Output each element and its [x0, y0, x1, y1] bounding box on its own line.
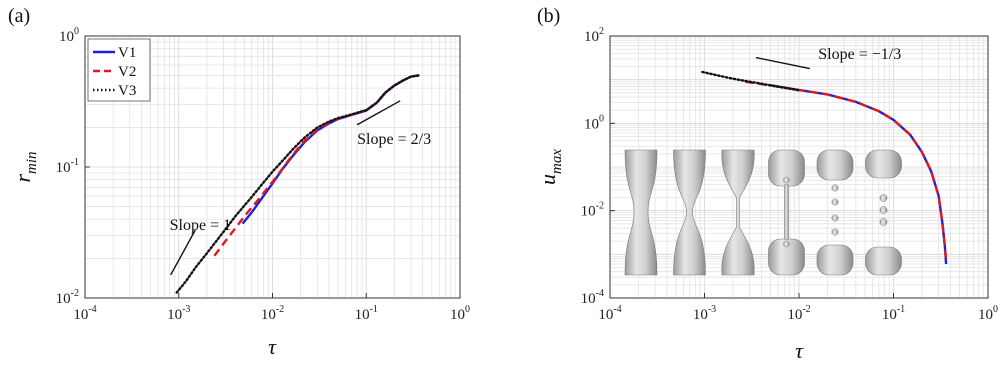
chart-a-ytick-label: 100	[59, 26, 79, 45]
chart-b-annotations: Slope = −1/3	[755, 46, 901, 70]
chart-b-ylabel-sub: max	[549, 149, 565, 174]
chart-a-xtick-label: 10-4	[73, 304, 96, 323]
chart-a-xlabel: τ	[268, 334, 277, 359]
chart-a-ticks: 10-4 10-3 10-2 10-1 100 10-2 10-1 100	[56, 26, 470, 323]
chart-a-annotations: Slope = 1 Slope = 2/3	[170, 100, 431, 276]
chart-b-xtick-label: 10-1	[882, 304, 905, 323]
inset-frame-4	[768, 149, 805, 276]
chart-a-annotation: Slope = 1	[170, 217, 231, 234]
legend-label-v1: V1	[118, 45, 136, 61]
chart-a-slope-line	[356, 100, 401, 126]
chart-a-annotation: Slope = 2/3	[357, 131, 431, 148]
chart-b-ytick-label: 10-4	[581, 288, 604, 307]
legend-label-v2: V2	[118, 64, 136, 80]
chart-b-ytick-label: 100	[584, 113, 604, 132]
chart-b-ytick-label: 10-2	[581, 201, 604, 220]
inset-frame-6	[865, 149, 902, 276]
panel-label-a: (a)	[8, 5, 30, 27]
chart-a-ylabel-main: r	[10, 174, 35, 183]
chart-b-ytick-label: 102	[584, 26, 604, 45]
chart-a-xtick-label: 100	[450, 304, 470, 323]
chart-a-ytick-label: 10-1	[56, 157, 79, 176]
inset-frame-3	[721, 149, 755, 276]
inset-frame-1	[624, 149, 658, 276]
chart-b-xtick-label: 10-2	[787, 304, 810, 323]
chart-b-ylabel-main: u	[535, 174, 560, 185]
chart-b-inset	[624, 149, 902, 276]
chart-a-legend: V1 V2 V3	[87, 38, 151, 102]
chart-a-grid	[85, 36, 460, 298]
chart-a-ytick-label: 10-2	[56, 288, 79, 307]
chart-a-series-v3	[175, 74, 420, 294]
chart-b-xlabel: τ	[795, 338, 804, 363]
chart-a-xtick-label: 10-1	[355, 304, 378, 323]
chart-a-ylabel: rmin	[10, 151, 40, 182]
chart-a-ylabel-sub: min	[24, 151, 40, 174]
chart-b-ylabel: umax	[535, 149, 565, 185]
legend-label-v3: V3	[118, 83, 136, 99]
chart-a-series-v1	[241, 74, 419, 225]
chart-a: (a) 10-4 10-3 10-2 10-1 100 10-2 10-1 100 Slope…	[8, 5, 470, 359]
inset-frame-2	[673, 149, 706, 276]
chart-b-xtick-label: 10-3	[693, 304, 716, 323]
chart-a-series	[175, 74, 420, 294]
chart-a-slope-line	[170, 229, 196, 276]
panel-label-b: (b)	[537, 5, 560, 27]
chart-b-xtick-label: 100	[978, 304, 998, 323]
chart-b-series-v3	[701, 70, 801, 92]
chart-b-annotation: Slope = −1/3	[818, 46, 901, 63]
inset-frame-5	[816, 149, 854, 276]
chart-a-xtick-label: 10-3	[167, 304, 190, 323]
chart-b-xtick-label: 10-4	[598, 304, 621, 323]
chart-b: (b) 10-4 10-3 10-2 10-1 100 10-4 10-2 100 102 Sl…	[535, 5, 998, 363]
chart-a-xtick-label: 10-2	[261, 304, 284, 323]
chart-b-slope-line	[755, 56, 810, 70]
chart-b-ticks: 10-4 10-3 10-2 10-1 100 10-4 10-2 100 102	[581, 26, 998, 323]
chart-b-series	[701, 70, 948, 265]
chart-a-series-v2	[213, 74, 419, 257]
